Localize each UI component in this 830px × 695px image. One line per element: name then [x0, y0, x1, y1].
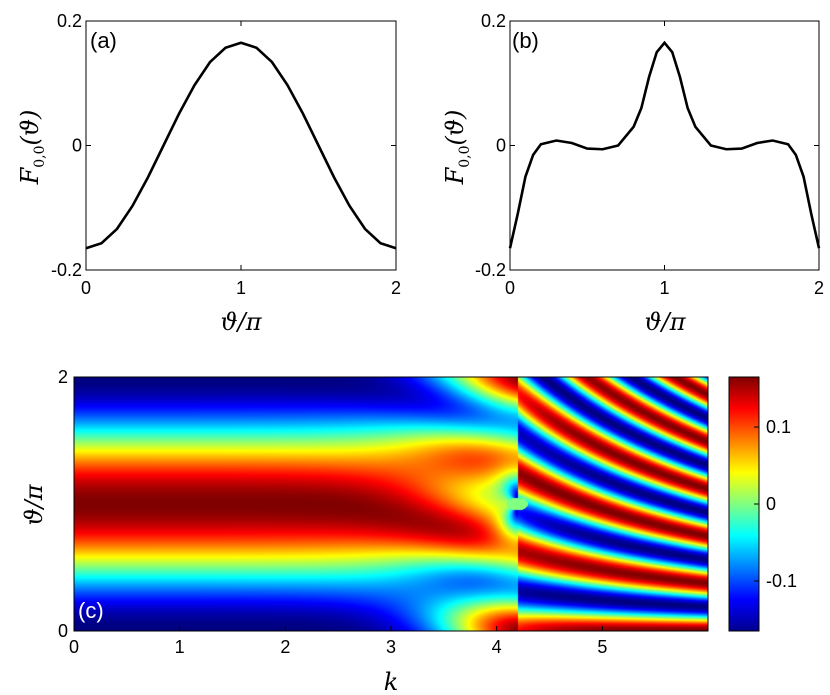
panel-c-ticks: 0 1 2 3 4 5 2 0: [58, 367, 607, 657]
panel-c-xtick-label: 4: [492, 637, 502, 657]
panel-b-curve: [508, 40, 821, 249]
panel-b-label: (b): [512, 28, 539, 53]
panel-a-curve: [85, 41, 397, 250]
panel-a-axes-box: [85, 20, 397, 271]
panel-c-xtick-label: 5: [597, 637, 607, 657]
panel-c-ylabel: ϑ/π: [20, 483, 48, 525]
panel-b-xtick-label: 1: [659, 278, 669, 298]
colorbar-tick-label: -0.1: [766, 571, 797, 591]
panel-c-xtick-label: 1: [175, 637, 185, 657]
panel-b-ytick-label: 0: [496, 136, 506, 156]
panel-c-xlabel: k: [384, 668, 399, 695]
panel-b-xlabel: ϑ/π: [644, 308, 686, 336]
panel-a-xtick-label: 0: [81, 278, 91, 298]
panel-c-xtick-label: 2: [280, 637, 290, 657]
colorbar-tick-label: 0.1: [766, 417, 791, 437]
panel-c-ytick-label: 2: [58, 367, 68, 387]
colorbar-tick-label: 0: [766, 494, 776, 514]
panel-c-heatmap: [74, 377, 708, 631]
panel-c-label: (c): [78, 598, 104, 623]
panel-a-xtick-label: 1: [236, 278, 246, 298]
panel-b-ytick-label: 0.2: [481, 11, 506, 31]
panel-b-xtick-label: 2: [814, 278, 824, 298]
panel-b-ticks: 0 1 20.20-0.2: [475, 11, 824, 298]
panel-b-ytick-label: -0.2: [475, 260, 506, 280]
panel-c: ϑ/π 0 1 2 3 4 5 2 0 (c) k 0.1: [20, 367, 797, 695]
panel-a-xtick-label: 2: [391, 278, 401, 298]
panel-b: F0,0(ϑ) 0 1 20.20-0.2 (b) ϑ/π: [441, 11, 824, 336]
panel-a-ytick-label: -0.2: [51, 260, 82, 280]
panel-a-ticks: 0 1 20.20-0.2: [51, 11, 401, 298]
panel-c-ytick-label: 0: [58, 621, 68, 641]
panel-a-ytick-label: 0: [72, 136, 82, 156]
colorbar-ticks: 0.1 0 -0.1: [754, 417, 797, 591]
panel-a: F0,0(ϑ) 0 1 20.20-0.2 (a) ϑ/π: [16, 11, 401, 336]
panel-c-xtick-label: 3: [386, 637, 396, 657]
panel-b-xtick-label: 0: [505, 278, 515, 298]
panel-a-ytick-label: 0.2: [57, 11, 82, 31]
panel-a-ylabel: F0,0(ϑ): [16, 110, 48, 186]
panel-a-xlabel: ϑ/π: [220, 308, 262, 336]
panel-c-heatmap-holder: [74, 377, 708, 631]
panel-c-xtick-label: 0: [69, 637, 79, 657]
panel-a-label: (a): [90, 28, 117, 53]
panel-b-axes-box: [509, 20, 820, 271]
panel-b-ylabel: F0,0(ϑ): [441, 110, 473, 186]
